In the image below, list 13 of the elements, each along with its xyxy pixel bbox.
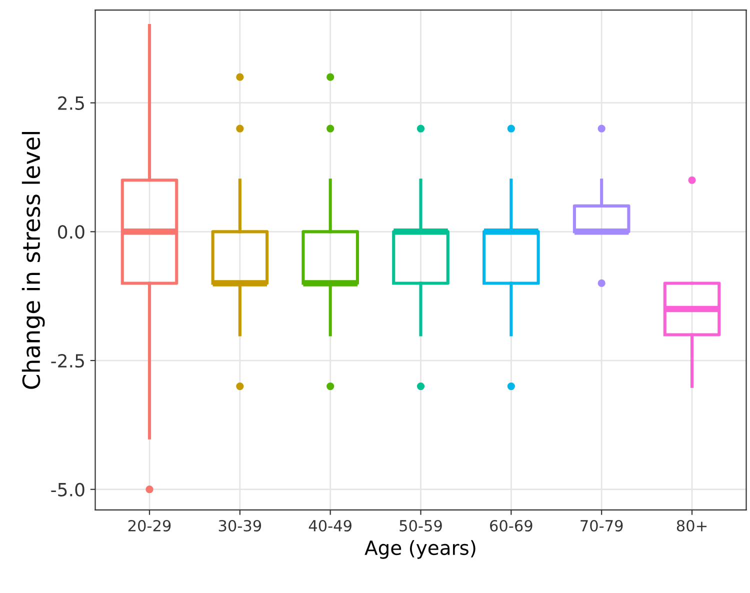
y-tick-label: 2.5 bbox=[58, 96, 84, 110]
x-axis-title: Age (years) bbox=[364, 540, 476, 559]
x-tick-label: 70-79 bbox=[580, 520, 623, 532]
y-axis-title: Change in stress level bbox=[22, 132, 45, 389]
y-tick-label: 0.0 bbox=[58, 225, 84, 239]
x-tick-label: 20-29 bbox=[128, 520, 171, 532]
x-tick-label: 50-59 bbox=[400, 520, 442, 532]
x-tick-label: 40-49 bbox=[308, 520, 352, 532]
y-tick-label: -5.0 bbox=[51, 482, 84, 496]
y-tick-label: -2.5 bbox=[51, 354, 84, 368]
x-tick-label: 80+ bbox=[676, 520, 706, 532]
x-tick-label: 30-39 bbox=[218, 520, 262, 532]
x-tick-label: 60-69 bbox=[490, 520, 532, 532]
